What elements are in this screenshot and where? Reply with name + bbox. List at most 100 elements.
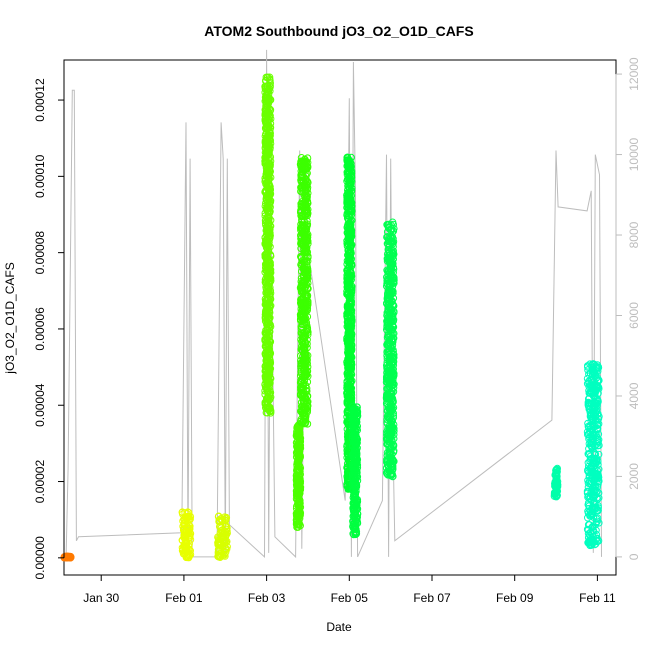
data-point [304,285,312,293]
data-point [594,377,602,385]
data-point [383,250,392,258]
data-point [293,523,301,531]
data-point [292,471,301,479]
data-point [302,394,310,403]
data-point [300,331,308,339]
data-point [302,252,310,261]
data-point [296,391,305,399]
data-point [262,300,270,308]
data-point [352,453,360,461]
data-point [349,512,357,520]
data-point [300,419,308,428]
data-point [344,245,353,254]
data-point [302,233,310,242]
data-point [216,535,224,543]
data-point [353,458,361,467]
data-point [346,249,355,257]
data-point [385,429,393,438]
x-tick-label: Feb 01 [165,591,203,605]
data-point [383,323,391,331]
data-point [264,248,273,256]
data-point [262,365,270,373]
data-point [345,370,353,379]
data-point [387,349,395,357]
data-point [262,76,270,85]
data-point [585,504,593,513]
data-point [351,468,359,476]
data-point [300,191,308,200]
data-point [221,513,229,521]
data-point [301,416,310,424]
y2-tick-label: 4000 [627,382,641,409]
data-point [384,277,392,286]
data-point [219,530,228,538]
data-point [266,338,275,346]
data-point [185,552,194,560]
data-point [264,322,272,331]
data-point [590,406,599,414]
data-point [345,178,354,187]
data-point [301,248,310,257]
data-point [217,539,225,547]
data-point [595,420,603,428]
data-point [353,477,362,485]
data-point [265,345,273,353]
point-cluster [382,218,398,481]
data-point [178,508,187,517]
x-tick-label: Feb 07 [413,591,451,605]
data-point [344,394,352,403]
y2-tick-label: 10000 [627,138,641,172]
data-point [303,199,312,208]
data-point [389,235,397,243]
data-point [589,434,598,443]
data-point [262,153,270,161]
data-point [262,113,270,121]
data-point [585,377,593,386]
secondary-series-line [65,49,602,559]
data-point [345,212,354,220]
data-point [390,434,398,443]
data-point [593,425,602,433]
data-point [300,417,308,425]
data-point [265,394,273,402]
data-point [353,422,361,430]
data-point [384,462,393,470]
plot-frame [63,59,617,576]
data-point [587,388,595,396]
data-point [385,392,393,401]
data-point [298,304,307,312]
data-point [344,240,352,248]
data-point [294,445,302,453]
data-point [344,359,352,367]
data-point [585,399,593,407]
data-point [586,541,594,549]
data-point [301,227,309,235]
data-point [352,441,360,449]
data-point [350,524,358,532]
data-point [587,375,595,383]
data-point [303,271,312,279]
data-point [347,324,355,333]
data-point [385,236,393,244]
data-point [385,338,394,347]
data-point [263,123,271,131]
y2-tick-label: 2000 [627,463,641,490]
data-point [383,240,392,248]
point-cluster [583,360,603,550]
data-point [352,469,361,477]
data-point [588,415,597,424]
data-point [265,275,274,283]
data-point [386,383,394,392]
data-point [297,274,306,282]
y2-tick-label: 0 [627,553,641,560]
data-point [297,398,306,407]
data-point [347,335,355,343]
x-axis-label: Date [326,620,352,634]
data-point [262,95,271,103]
point-cluster [261,73,275,417]
data-point [588,444,596,452]
data-point [263,361,272,369]
y2-tick-label: 8000 [627,221,641,248]
data-point [264,84,272,93]
x-tick-label: Feb 03 [248,591,286,605]
